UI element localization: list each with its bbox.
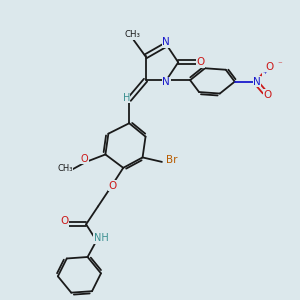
Text: ⁻: ⁻ [277, 60, 282, 69]
Text: O: O [263, 90, 272, 100]
Text: O: O [266, 62, 274, 72]
Text: N: N [163, 38, 170, 47]
Text: O: O [61, 216, 69, 226]
Text: H: H [122, 93, 130, 103]
Text: NH: NH [94, 233, 108, 243]
Text: O: O [81, 154, 88, 164]
Text: CH₃: CH₃ [124, 30, 140, 39]
Text: O: O [196, 57, 205, 67]
Text: Br: Br [166, 155, 177, 165]
Text: CH₃: CH₃ [58, 164, 73, 173]
Text: N: N [163, 77, 170, 87]
Text: O: O [109, 181, 117, 191]
Text: N: N [253, 76, 261, 87]
Text: ⁺: ⁺ [263, 70, 267, 79]
